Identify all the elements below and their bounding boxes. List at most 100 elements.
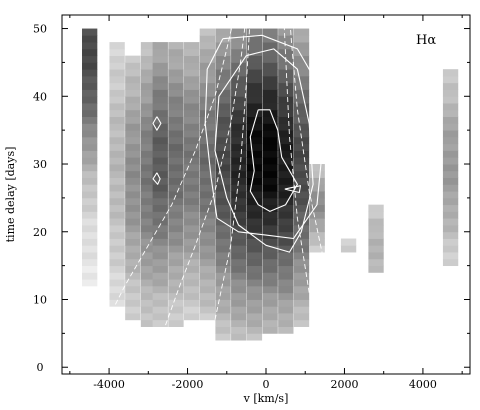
heatmap-cell	[82, 96, 98, 104]
heatmap-cell	[442, 123, 459, 131]
y-tick-label: 30	[33, 158, 47, 171]
heatmap-cell	[278, 224, 294, 233]
heatmap-cell	[278, 170, 294, 178]
heatmap-cell	[184, 62, 200, 70]
heatmap-cell	[442, 75, 459, 84]
heatmap-cell	[293, 55, 310, 63]
y-axis-title: time delay [days]	[4, 147, 17, 243]
heatmap-cell	[109, 191, 125, 199]
heatmap-cell	[152, 191, 168, 199]
heatmap-cell	[246, 177, 263, 185]
heatmap-cell	[368, 258, 384, 267]
heatmap-cell	[293, 136, 310, 145]
heatmap-cell	[82, 42, 98, 50]
heatmap-cell	[262, 48, 278, 57]
heatmap-cell	[184, 211, 200, 219]
heatmap-cell	[109, 204, 125, 212]
heatmap-cell	[140, 89, 157, 97]
heatmap-cell	[109, 292, 125, 300]
heatmap-cell	[246, 272, 263, 280]
heatmap-cell	[140, 265, 157, 273]
heatmap-cell	[309, 191, 325, 199]
heatmap-cell	[109, 218, 125, 226]
heatmap-cell	[215, 238, 231, 246]
heatmap-cell	[278, 150, 294, 158]
heatmap-cell	[82, 150, 98, 158]
heatmap-cell	[82, 157, 98, 165]
heatmap-cell	[199, 89, 216, 97]
heatmap-cell	[199, 204, 216, 212]
heatmap-cell	[140, 191, 157, 199]
heatmap-cell	[152, 143, 168, 151]
heatmap-cell	[140, 272, 157, 280]
heatmap-cell	[152, 164, 168, 172]
heatmap-cell	[184, 177, 200, 185]
heatmap-cell	[109, 116, 125, 124]
heatmap-cell	[125, 211, 141, 219]
heatmap-cell	[168, 299, 184, 307]
heatmap-cell	[109, 109, 125, 117]
heatmap-cell	[442, 96, 459, 104]
contour-middle	[214, 48, 314, 253]
heatmap-cell	[246, 116, 263, 124]
heatmap-cell	[125, 265, 141, 273]
heatmap-cell	[442, 143, 459, 151]
heatmap-cell	[231, 279, 247, 287]
contour-small-lower	[152, 172, 161, 185]
heatmap-cell	[293, 177, 310, 185]
heatmap-cell	[168, 130, 184, 138]
heatmap-cell	[278, 143, 294, 151]
heatmap-cell	[140, 218, 157, 226]
heatmap-cell	[309, 170, 325, 178]
heatmap-cell	[168, 143, 184, 151]
heatmap-cell	[309, 204, 325, 212]
heatmap-cell	[215, 197, 231, 206]
heatmap-cell	[109, 197, 125, 206]
heatmap-cell	[442, 103, 459, 111]
heatmap-cell	[109, 245, 125, 253]
heatmap-cell	[262, 130, 278, 138]
heatmap-cell	[215, 28, 231, 36]
heatmap-cell	[140, 164, 157, 172]
heatmap-cell	[293, 123, 310, 131]
heatmap-cell	[246, 197, 263, 206]
heatmap-cell	[246, 245, 263, 253]
heatmap-cell	[309, 231, 325, 239]
heatmap-cell	[140, 62, 157, 70]
heatmap-cell	[140, 130, 157, 138]
heatmap-cell	[199, 218, 216, 226]
heatmap-cell	[109, 170, 125, 178]
heatmap-cell	[168, 218, 184, 226]
heatmap-cell	[368, 211, 384, 219]
heatmap-cell	[231, 48, 247, 57]
heatmap-cell	[152, 272, 168, 280]
heatmap-cell	[262, 218, 278, 226]
heatmap-cell	[168, 184, 184, 192]
heatmap-cell	[246, 150, 263, 158]
heatmap-cell	[152, 252, 168, 260]
heatmap-cell	[309, 164, 325, 172]
heatmap-cell	[82, 164, 98, 172]
heatmap-cell	[231, 299, 247, 307]
heatmap-cell	[168, 157, 184, 165]
heatmap-cell	[125, 285, 141, 294]
heatmap-cell	[199, 231, 216, 239]
heatmap-cell	[262, 197, 278, 206]
heatmap-cell	[278, 279, 294, 287]
heatmap-cell	[215, 157, 231, 165]
heatmap-cell	[184, 82, 200, 90]
heatmap-cell	[168, 258, 184, 267]
heatmap-cell	[246, 252, 263, 260]
contour-inner	[249, 109, 298, 212]
heatmap-cell	[125, 116, 141, 124]
heatmap-cell	[278, 265, 294, 273]
heatmap-cell	[184, 184, 200, 192]
heatmap-cell	[231, 103, 247, 111]
heatmap-cell	[442, 211, 459, 219]
heatmap-cell	[140, 313, 157, 321]
heatmap-cell	[231, 333, 247, 341]
heatmap-cell	[82, 103, 98, 111]
heatmap-cell	[152, 157, 168, 165]
heatmap-cell	[215, 292, 231, 300]
heatmap-cell	[168, 211, 184, 219]
